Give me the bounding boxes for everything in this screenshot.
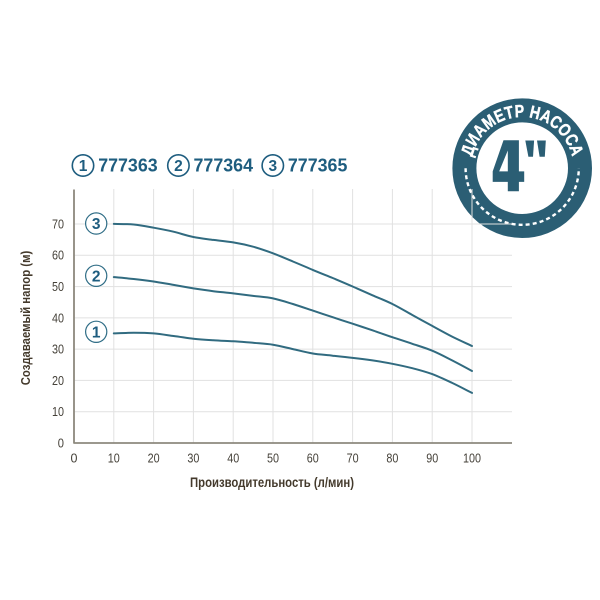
svg-text:90: 90 [426,452,438,466]
svg-text:2: 2 [174,158,183,175]
svg-text:0: 0 [58,436,64,450]
svg-text:777363: 777363 [98,156,158,176]
svg-text:50: 50 [267,452,279,466]
svg-text:10: 10 [108,452,120,466]
svg-text:10: 10 [52,405,64,419]
svg-text:Создаваемый напор (м): Создаваемый напор (м) [18,251,33,386]
svg-text:70: 70 [52,217,64,231]
svg-text:1: 1 [79,158,88,175]
svg-text:1: 1 [92,324,101,341]
svg-text:40: 40 [227,452,239,466]
svg-text:30: 30 [52,343,64,357]
svg-text:60: 60 [52,249,64,263]
svg-text:20: 20 [148,452,160,466]
svg-text:40: 40 [52,311,64,325]
svg-text:60: 60 [307,452,319,466]
svg-text:30: 30 [187,452,199,466]
svg-text:70: 70 [347,452,359,466]
svg-text:100: 100 [463,452,481,466]
svg-text:Производительность (л/мин): Производительность (л/мин) [190,475,354,490]
svg-text:3: 3 [92,216,101,233]
svg-text:50: 50 [52,280,64,294]
svg-text:777364: 777364 [194,156,254,176]
svg-text:0: 0 [71,452,78,466]
svg-text:ДИАМЕТР НАСОСА: ДИАМЕТР НАСОСА [457,101,588,158]
svg-text:20: 20 [52,374,64,388]
svg-text:777365: 777365 [288,156,348,176]
svg-text:2: 2 [92,268,101,285]
svg-text:3: 3 [268,158,277,175]
svg-text:80: 80 [386,452,398,466]
